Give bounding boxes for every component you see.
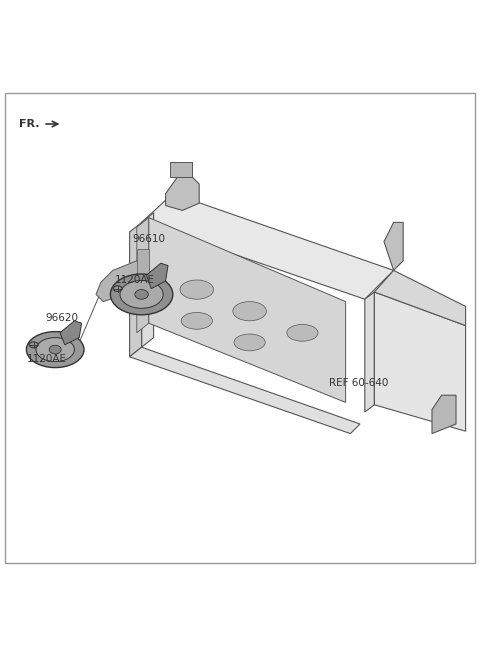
Ellipse shape bbox=[233, 302, 266, 321]
Polygon shape bbox=[130, 347, 360, 434]
Polygon shape bbox=[60, 321, 82, 345]
Bar bbox=[137, 249, 149, 282]
Polygon shape bbox=[374, 270, 466, 325]
Ellipse shape bbox=[36, 338, 74, 361]
Polygon shape bbox=[142, 213, 154, 347]
Ellipse shape bbox=[287, 325, 318, 341]
Text: 1120AE: 1120AE bbox=[115, 275, 155, 285]
Ellipse shape bbox=[180, 280, 214, 299]
Ellipse shape bbox=[113, 286, 122, 291]
Polygon shape bbox=[146, 263, 168, 289]
Ellipse shape bbox=[120, 281, 163, 308]
Text: 96620: 96620 bbox=[46, 314, 79, 323]
Polygon shape bbox=[96, 261, 142, 302]
Ellipse shape bbox=[234, 334, 265, 351]
Ellipse shape bbox=[181, 312, 212, 329]
Ellipse shape bbox=[26, 331, 84, 367]
Text: 96610: 96610 bbox=[132, 234, 165, 244]
Polygon shape bbox=[130, 222, 142, 357]
Polygon shape bbox=[384, 222, 403, 270]
Polygon shape bbox=[374, 292, 466, 431]
Text: FR.: FR. bbox=[19, 119, 40, 129]
Ellipse shape bbox=[29, 342, 38, 348]
Ellipse shape bbox=[49, 345, 61, 354]
Ellipse shape bbox=[110, 274, 173, 315]
Polygon shape bbox=[170, 163, 192, 177]
Polygon shape bbox=[142, 194, 394, 299]
Text: 1120AE: 1120AE bbox=[26, 354, 66, 364]
Text: REF 60-640: REF 60-640 bbox=[329, 379, 388, 388]
Polygon shape bbox=[365, 292, 374, 412]
Polygon shape bbox=[166, 177, 199, 211]
Ellipse shape bbox=[135, 289, 148, 299]
Polygon shape bbox=[149, 218, 346, 402]
Polygon shape bbox=[432, 395, 456, 434]
Polygon shape bbox=[137, 218, 149, 333]
